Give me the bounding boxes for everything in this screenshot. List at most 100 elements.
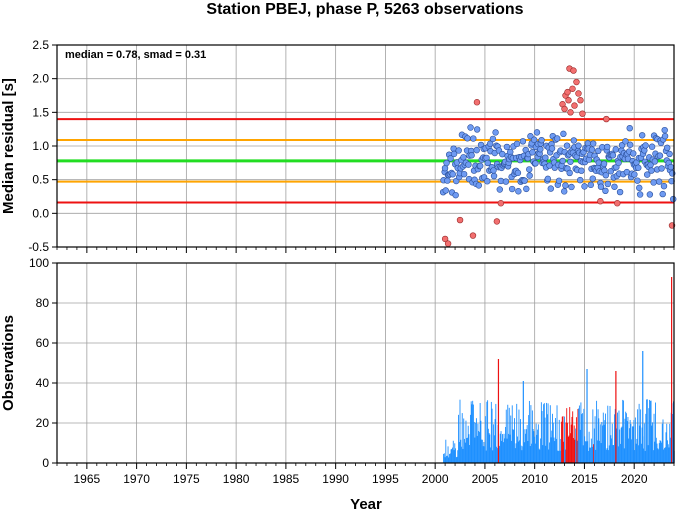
- residual-point: [473, 126, 481, 133]
- observation-bar: [610, 435, 612, 463]
- observation-bar: [522, 446, 524, 463]
- y-tick-label: 20: [36, 416, 50, 430]
- y-tick-label: 40: [36, 376, 50, 390]
- observation-bar: [499, 433, 501, 463]
- x-tick-label: 1970: [123, 472, 150, 486]
- observation-bar: [514, 448, 516, 463]
- observation-bar: [461, 446, 462, 463]
- outlier-point: [569, 85, 576, 92]
- observation-bar: [540, 438, 542, 463]
- residual-point: [578, 167, 585, 174]
- observation-bar: [665, 432, 667, 463]
- x-tick-label: 1990: [322, 472, 349, 486]
- residual-point: [616, 188, 624, 196]
- residual-point: [602, 187, 609, 195]
- observation-bar: [507, 404, 509, 463]
- observation-bar: [528, 415, 530, 463]
- residual-point: [670, 195, 677, 203]
- observation-bar: [545, 445, 547, 463]
- observation-bar: [511, 405, 513, 463]
- observation-bar: [549, 405, 551, 463]
- residual-point: [638, 132, 646, 139]
- residual-point: [589, 175, 596, 182]
- residual-panel: -0.5 0.0 0.5 1.0 1.5 2.0 2.5 median = 0.78, sm…: [0, 38, 677, 254]
- observation-bar: [649, 400, 651, 463]
- outlier-point: [469, 232, 477, 239]
- observation-bar: [562, 416, 564, 463]
- outlier-point: [456, 216, 464, 224]
- observation-bar: [492, 450, 494, 463]
- x-tick-label: 1995: [372, 472, 399, 486]
- observation-bar: [485, 450, 487, 463]
- outlier-point: [567, 109, 574, 116]
- observation-bar: [487, 428, 489, 463]
- observation-bar: [567, 422, 568, 463]
- residual-point: [560, 130, 567, 138]
- residual-point: [567, 158, 574, 165]
- observation-peak-bar: [671, 277, 673, 463]
- residual-point: [631, 171, 638, 178]
- observation-bar: [638, 403, 640, 463]
- observation-bar: [667, 440, 668, 463]
- observation-bar: [630, 423, 632, 463]
- observation-bar: [575, 428, 577, 463]
- observation-bar: [557, 450, 559, 463]
- observation-bar: [471, 404, 473, 463]
- observation-bar: [542, 445, 544, 463]
- observations-panel: 1965 1970 1975 1980 1985 1990 1995 2000 2005 2010…: [0, 256, 675, 511]
- residual-point: [452, 191, 459, 199]
- observation-bar: [563, 441, 565, 463]
- y-tick-label: 0.0: [32, 206, 49, 220]
- observation-bar: [582, 445, 584, 463]
- observation-bar: [551, 430, 553, 463]
- outlier-point: [579, 110, 586, 117]
- y-tick-label: 60: [36, 336, 50, 350]
- y-tick-label: 100: [29, 256, 49, 270]
- observation-bar: [613, 445, 615, 463]
- residual-point: [656, 152, 664, 159]
- observation-bar: [616, 428, 618, 463]
- observation-bar: [598, 418, 600, 463]
- observation-bar: [536, 434, 538, 463]
- observation-bar: [581, 413, 583, 463]
- outlier-point: [570, 67, 577, 74]
- residual-point: [609, 152, 617, 159]
- observation-bar: [661, 442, 662, 463]
- residual-point: [521, 177, 528, 184]
- residual-point: [559, 157, 566, 165]
- observation-bar: [452, 440, 454, 463]
- stats-annotation: median = 0.78, smad = 0.31: [65, 49, 206, 61]
- residual-point: [477, 162, 484, 170]
- residual-point: [597, 183, 605, 190]
- observation-peak-bar: [615, 371, 617, 463]
- residual-point: [581, 183, 588, 190]
- observation-bar: [653, 413, 655, 463]
- residual-point: [604, 180, 612, 188]
- observation-bar: [552, 422, 554, 463]
- observation-bar: [651, 425, 653, 463]
- residual-point: [659, 190, 666, 198]
- observation-bar: [617, 412, 618, 463]
- observation-bar: [661, 423, 663, 463]
- observation-bar: [666, 423, 668, 463]
- observation-peak-bar: [586, 369, 588, 463]
- observation-bar: [617, 446, 619, 463]
- observation-bar: [449, 453, 451, 463]
- observation-bar: [647, 445, 649, 463]
- observation-bar: [464, 438, 465, 463]
- y-tick-label: 0: [42, 456, 49, 470]
- observation-bar: [584, 441, 586, 463]
- observation-bar: [502, 434, 503, 463]
- residual-point: [622, 138, 629, 145]
- residual-point: [658, 165, 665, 172]
- outlier-point: [561, 105, 568, 113]
- observation-bar: [640, 409, 642, 463]
- observation-bar: [458, 441, 460, 463]
- observation-bar: [450, 449, 452, 463]
- observation-bar: [448, 457, 450, 463]
- observation-bar: [614, 414, 615, 463]
- outlier-point: [597, 198, 604, 205]
- observation-bars: [443, 277, 675, 463]
- observation-bar: [594, 416, 596, 463]
- observation-bar: [663, 449, 665, 463]
